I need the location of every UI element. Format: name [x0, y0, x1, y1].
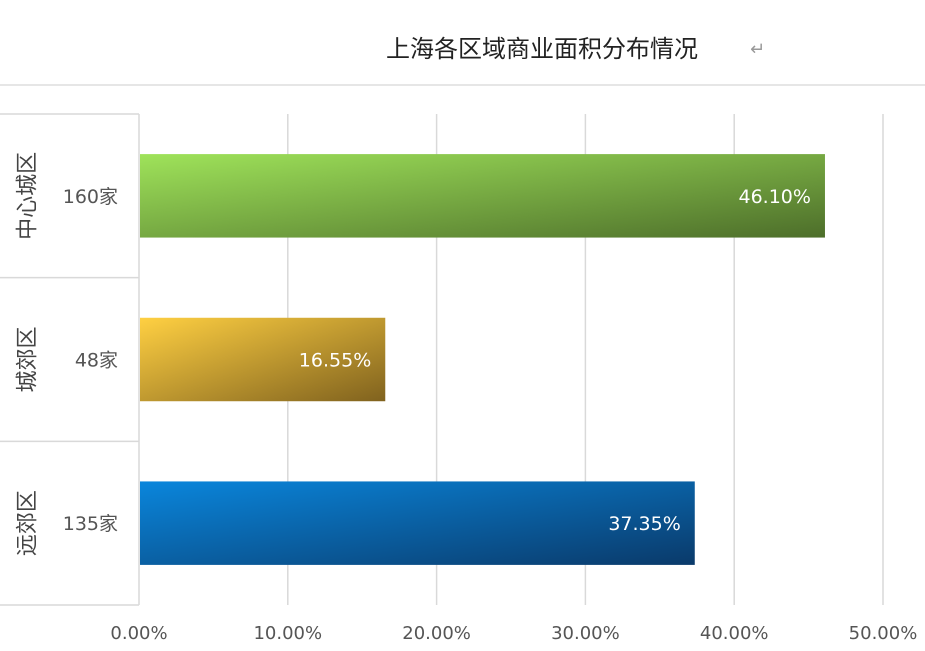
store-count-label: 48家 [75, 350, 118, 372]
x-tick-label: 10.00% [253, 623, 322, 644]
x-tick-label: 50.00% [849, 623, 918, 644]
bar [140, 481, 695, 565]
region-label: 远郊区 [16, 490, 41, 556]
title-return-mark: ↵ [750, 39, 765, 60]
data-label: 46.10% [739, 186, 811, 208]
data-label: 37.35% [608, 513, 680, 535]
bars: 46.10% 16.55% 37.35% [140, 154, 825, 565]
region-label: 城郊区 [16, 326, 41, 392]
bar [140, 317, 386, 402]
region-label: 中心城区 [16, 152, 41, 240]
bar [140, 154, 825, 238]
chart-title: 上海各区域商业面积分布情况 [386, 35, 698, 63]
data-label: 16.55% [299, 350, 371, 372]
x-tick-label: 0.00% [110, 623, 167, 644]
store-count-label: 135家 [63, 513, 118, 535]
store-count-label: 160家 [63, 186, 118, 208]
x-tick-label: 30.00% [551, 623, 620, 644]
x-tick-label: 40.00% [700, 623, 769, 644]
x-tick-label: 20.00% [402, 623, 471, 644]
x-axis-ticks: 0.00% 10.00% 20.00% 30.00% 40.00% 50.00% [110, 623, 917, 644]
